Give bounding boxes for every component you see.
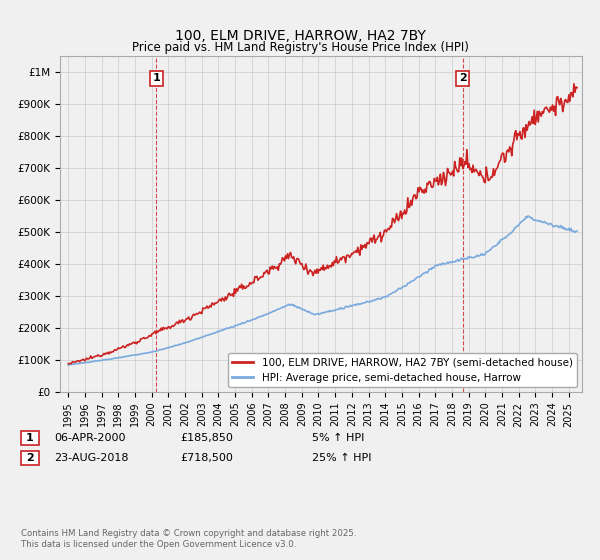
Text: 5% ↑ HPI: 5% ↑ HPI [312, 433, 364, 443]
Text: 25% ↑ HPI: 25% ↑ HPI [312, 453, 371, 463]
Legend: 100, ELM DRIVE, HARROW, HA2 7BY (semi-detached house), HPI: Average price, semi-: 100, ELM DRIVE, HARROW, HA2 7BY (semi-de… [228, 353, 577, 387]
Text: 1: 1 [152, 73, 160, 83]
FancyBboxPatch shape [21, 431, 39, 445]
Text: 100, ELM DRIVE, HARROW, HA2 7BY: 100, ELM DRIVE, HARROW, HA2 7BY [175, 29, 425, 44]
Text: 06-APR-2000: 06-APR-2000 [54, 433, 125, 443]
Text: £185,850: £185,850 [180, 433, 233, 443]
Text: 23-AUG-2018: 23-AUG-2018 [54, 453, 128, 463]
Text: Price paid vs. HM Land Registry's House Price Index (HPI): Price paid vs. HM Land Registry's House … [131, 41, 469, 54]
Text: 2: 2 [459, 73, 466, 83]
FancyBboxPatch shape [21, 451, 39, 465]
Text: £718,500: £718,500 [180, 453, 233, 463]
Text: 1: 1 [26, 433, 34, 443]
Text: Contains HM Land Registry data © Crown copyright and database right 2025.
This d: Contains HM Land Registry data © Crown c… [21, 529, 356, 549]
Text: 2: 2 [26, 453, 34, 463]
